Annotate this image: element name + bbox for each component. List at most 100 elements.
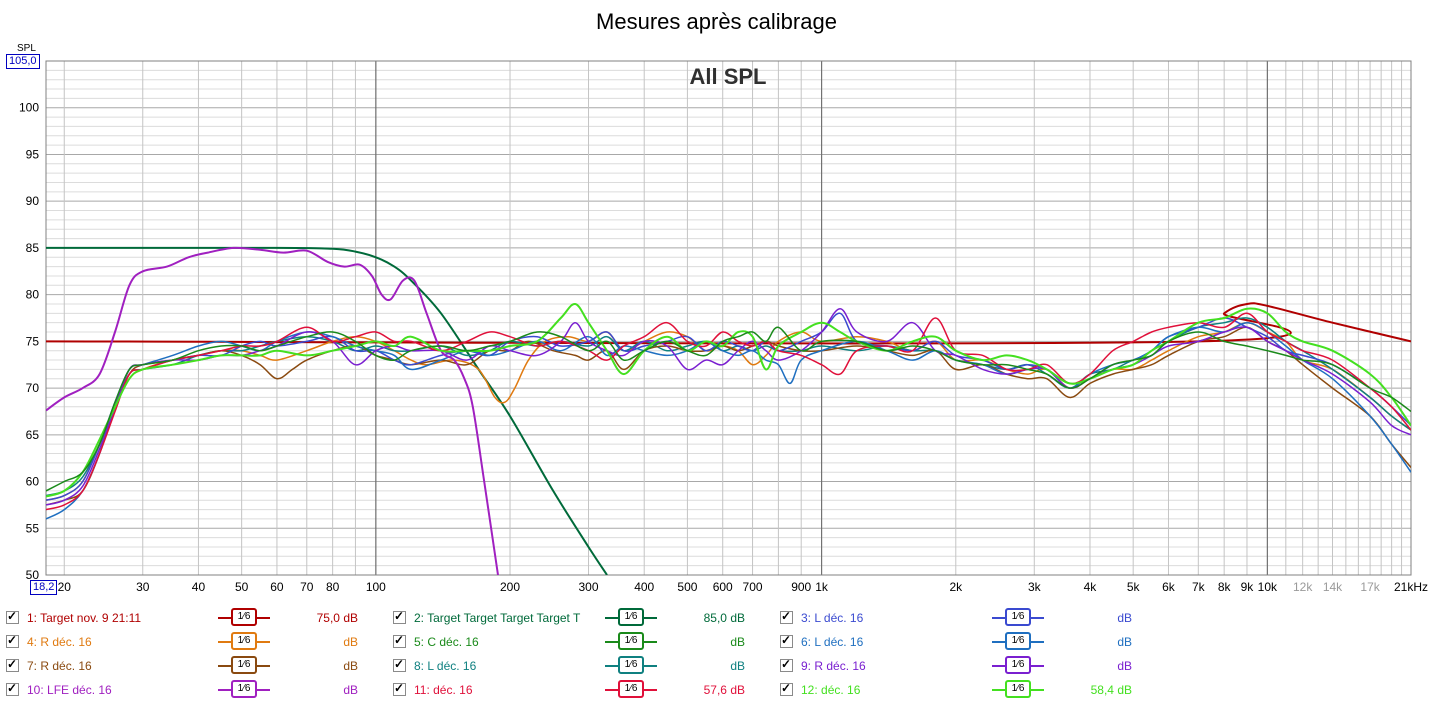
legend-name: R déc. 16 — [40, 659, 92, 673]
chart-title: All SPL — [689, 64, 766, 89]
smoothing-button[interactable]: 1⁄6 — [605, 632, 657, 650]
smoothing-label: 1⁄6 — [1005, 680, 1031, 698]
legend-name: R déc. 16 — [814, 659, 866, 673]
x-tick-label: 17k — [1360, 580, 1380, 594]
smoothing-button[interactable]: 1⁄6 — [992, 632, 1044, 650]
smoothing-label: 1⁄6 — [231, 608, 257, 626]
x-tick-label: 20 — [58, 580, 72, 594]
legend-item: 5: C déc. 16 1⁄6 dB — [393, 632, 773, 652]
smoothing-button[interactable]: 1⁄6 — [992, 608, 1044, 626]
legend-checkbox[interactable] — [393, 657, 406, 672]
legend-item: 12: déc. 16 1⁄6 58,4 dB — [780, 680, 1160, 700]
x-tick-label: 5k — [1127, 580, 1141, 594]
legend-value: dB — [343, 683, 358, 697]
series-group — [46, 246, 1411, 575]
legend-number: 10: — [27, 683, 48, 697]
smoothing-button[interactable]: 1⁄6 — [218, 608, 270, 626]
plot-border — [45, 60, 1412, 576]
legend-name: LFE déc. 16 — [47, 683, 112, 697]
smoothing-button[interactable]: 1⁄6 — [218, 656, 270, 674]
y-tick-label: 100 — [19, 101, 39, 115]
x-tick-label: 600 — [713, 580, 733, 594]
x-tick-label: 100 — [366, 580, 386, 594]
smoothing-label: 1⁄6 — [231, 680, 257, 698]
legend-label[interactable]: 10: LFE déc. 16 — [27, 683, 207, 697]
legend-label[interactable]: 4: R déc. 16 — [27, 635, 207, 649]
legend-value: dB — [730, 659, 745, 673]
legend-label[interactable]: 1: Target nov. 9 21:11 — [27, 611, 207, 625]
smoothing-button[interactable]: 1⁄6 — [992, 680, 1044, 698]
legend-label[interactable]: 2: Target Target Target Target T — [414, 611, 594, 625]
x-tick-label: 10k — [1258, 580, 1278, 594]
legend-value: dB — [1117, 635, 1132, 649]
x-tick-label: 30 — [136, 580, 150, 594]
smoothing-button[interactable]: 1⁄6 — [605, 656, 657, 674]
legend-checkbox[interactable] — [6, 657, 19, 672]
x-min-box[interactable]: 18,2 — [30, 580, 58, 595]
legend-number: 2: — [414, 611, 428, 625]
y-tick-label: 90 — [26, 194, 40, 208]
y-tick-label: 55 — [26, 521, 40, 535]
x-tick-label: 50 — [235, 580, 249, 594]
legend-checkbox[interactable] — [780, 633, 793, 648]
smoothing-button[interactable]: 1⁄6 — [605, 680, 657, 698]
legend-label[interactable]: 12: déc. 16 — [801, 683, 981, 697]
smoothing-button[interactable]: 1⁄6 — [218, 680, 270, 698]
x-tick-label: 60 — [270, 580, 284, 594]
series-line — [46, 326, 1411, 492]
smoothing-label: 1⁄6 — [1005, 656, 1031, 674]
legend-label[interactable]: 3: L déc. 16 — [801, 611, 981, 625]
legend-checkbox[interactable] — [6, 609, 19, 624]
legend-item: 6: L déc. 16 1⁄6 dB — [780, 632, 1160, 652]
legend-value: dB — [343, 635, 358, 649]
smoothing-button[interactable]: 1⁄6 — [218, 632, 270, 650]
legend-number: 1: — [27, 611, 41, 625]
legend-label[interactable]: 7: R déc. 16 — [27, 659, 207, 673]
smoothing-button[interactable]: 1⁄6 — [992, 656, 1044, 674]
legend-name: Target Target Target Target T — [427, 611, 581, 625]
legend-label[interactable]: 11: déc. 16 — [414, 683, 594, 697]
y-tick-label: 75 — [26, 334, 40, 348]
legend-value: dB — [1117, 659, 1132, 673]
legend-checkbox[interactable] — [6, 681, 19, 696]
legend-name: Target nov. 9 21:11 — [40, 611, 142, 625]
smoothing-label: 1⁄6 — [1005, 632, 1031, 650]
legend-checkbox[interactable] — [393, 681, 406, 696]
x-tick-label: 21kHz — [1394, 580, 1428, 594]
legend-label[interactable]: 5: C déc. 16 — [414, 635, 594, 649]
legend-value: 75,0 dB — [316, 611, 358, 625]
series-line — [46, 326, 1411, 506]
smoothing-button[interactable]: 1⁄6 — [605, 608, 657, 626]
smoothing-label: 1⁄6 — [618, 608, 644, 626]
y-tick-label: 95 — [26, 147, 40, 161]
legend-checkbox[interactable] — [780, 681, 793, 696]
x-tick-label: 400 — [634, 580, 654, 594]
legend-checkbox[interactable] — [393, 633, 406, 648]
x-tick-label: 12k — [1293, 580, 1313, 594]
spl-chart: 100 95 90 85 80 75 70 65 60 55 50 20 30 40 50 60 70 80 100… — [19, 60, 1428, 594]
y-tick-label: 65 — [26, 428, 40, 442]
legend-checkbox[interactable] — [780, 609, 793, 624]
x-tick-label: 70 — [300, 580, 314, 594]
legend-label[interactable]: 6: L déc. 16 — [801, 635, 981, 649]
legend-name: L déc. 16 — [427, 659, 477, 673]
x-tick-label: 2k — [949, 580, 963, 594]
legend-label[interactable]: 8: L déc. 16 — [414, 659, 594, 673]
page-title: Mesures après calibrage — [596, 9, 837, 34]
x-tick-label: 4k — [1084, 580, 1098, 594]
legend-label[interactable]: 9: R déc. 16 — [801, 659, 981, 673]
x-tick-label: 700 — [743, 580, 763, 594]
legend-item: 3: L déc. 16 1⁄6 dB — [780, 608, 1160, 628]
legend-checkbox[interactable] — [393, 609, 406, 624]
legend-value: 85,0 dB — [703, 611, 745, 625]
y-max-box[interactable]: 105,0 — [6, 54, 40, 69]
legend-checkbox[interactable] — [780, 657, 793, 672]
series-line — [46, 312, 1411, 511]
smoothing-label: 1⁄6 — [231, 656, 257, 674]
y-tick-label: 85 — [26, 241, 40, 255]
legend-number: 8: — [414, 659, 428, 673]
y-tick-label: 50 — [26, 568, 40, 582]
x-tick-label: 900 — [791, 580, 811, 594]
legend-checkbox[interactable] — [6, 633, 19, 648]
legend-value: dB — [730, 635, 745, 649]
